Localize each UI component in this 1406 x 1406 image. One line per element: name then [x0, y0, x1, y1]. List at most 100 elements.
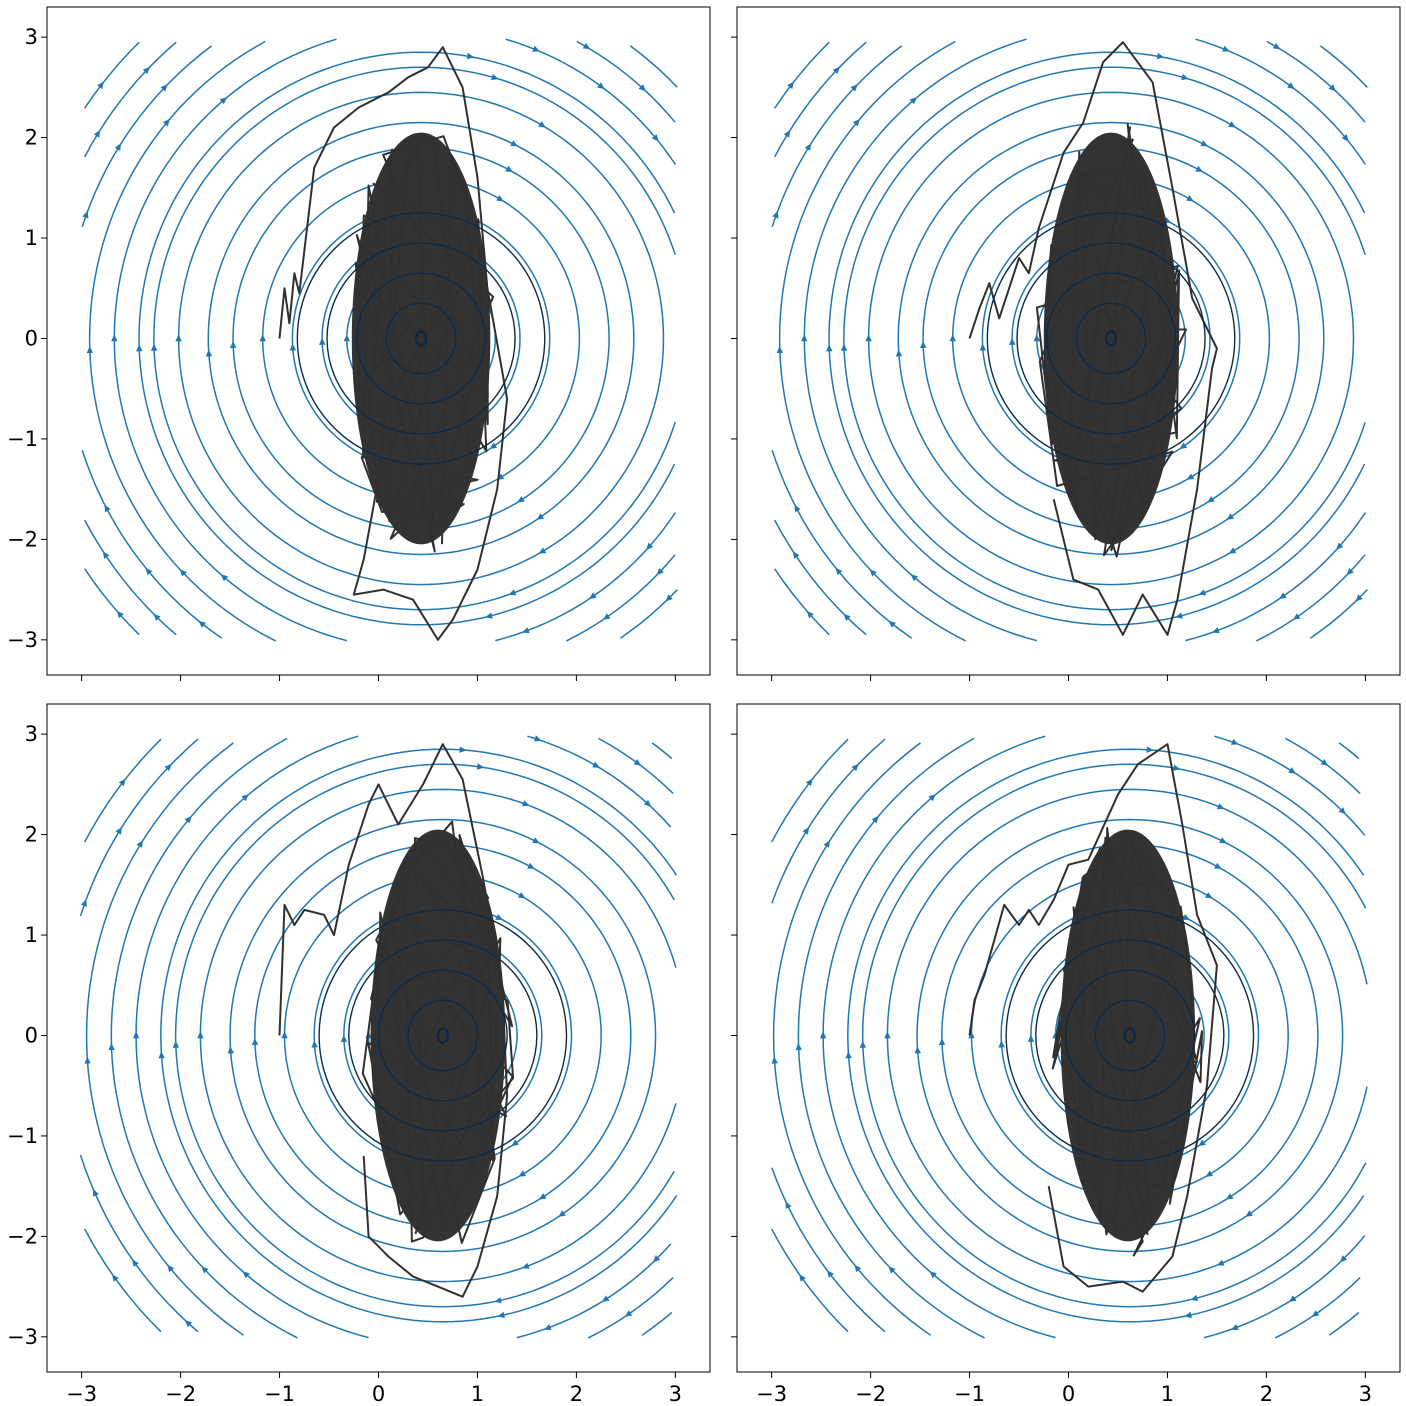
- streamline-arrow: [118, 778, 126, 787]
- streamline-arrow: [160, 84, 168, 92]
- panel-bottom-left: −3 −2 −1 0 1 2 3 −3 −2 −1 0 1 2 3: [7, 703, 711, 1406]
- streamline-arrow: [1228, 121, 1236, 128]
- streamline: [774, 41, 830, 109]
- streamline: [822, 735, 1056, 1339]
- streamline-arrow: [1190, 1294, 1198, 1302]
- inner-streamline: [1064, 969, 1195, 1102]
- trajectory-path: [278, 743, 509, 1298]
- inner-streamline: [1075, 302, 1147, 375]
- streamline: [1203, 1235, 1366, 1339]
- streamline-arrow: [1336, 542, 1344, 550]
- y-tick-label: 1: [25, 923, 38, 947]
- streamline-arrow: [795, 1043, 802, 1051]
- streamline-arrow: [136, 344, 143, 352]
- streamline-arrow: [227, 1046, 234, 1054]
- streamline: [160, 748, 678, 1323]
- streamline-arrow: [792, 551, 800, 559]
- streamline-arrow: [656, 568, 664, 576]
- plot-area: [770, 735, 1368, 1339]
- streamline: [81, 45, 213, 227]
- inner-streamline: [356, 272, 487, 405]
- x-tick-label: −2: [165, 1382, 196, 1406]
- streamline: [174, 763, 675, 1308]
- streamline-arrow: [601, 1295, 610, 1302]
- streamline-arrow: [840, 343, 848, 351]
- streamline-arrow: [1245, 1210, 1253, 1217]
- streamline-arrow: [1338, 807, 1346, 815]
- streamline-arrow: [1279, 592, 1287, 599]
- streamline-arrow: [1216, 803, 1225, 810]
- streamline-arrow: [1225, 1193, 1234, 1200]
- streamline-arrow: [589, 592, 597, 599]
- streamline-arrow: [1033, 334, 1040, 342]
- streamline-arrow: [175, 334, 182, 342]
- streamline-arrow: [1222, 45, 1230, 52]
- streamline-arrow: [153, 613, 161, 621]
- streamline-arrow: [771, 1056, 778, 1064]
- streamlines: [79, 735, 678, 1339]
- streamline: [516, 1243, 672, 1339]
- streamline-arrow: [1288, 767, 1296, 774]
- streamline-arrow: [86, 346, 93, 354]
- streamline-arrow: [532, 45, 540, 52]
- streamline: [79, 1154, 199, 1333]
- inner-streamline: [326, 242, 516, 435]
- y-tick-label: 0: [25, 326, 38, 350]
- streamline: [576, 40, 676, 123]
- streamline-arrow: [311, 1040, 318, 1048]
- streamline-arrow: [1009, 337, 1016, 345]
- streamline-arrow: [869, 569, 877, 577]
- streamline: [772, 742, 932, 1336]
- y-tick-label: −1: [7, 1124, 38, 1148]
- streamline-arrow: [819, 1031, 827, 1039]
- streamline-arrow: [826, 344, 833, 352]
- y-tick-label: −2: [7, 1224, 38, 1248]
- x-tick-label: 3: [1359, 1382, 1372, 1406]
- streamline-arrow: [521, 1262, 530, 1269]
- streamline-arrow: [827, 1270, 834, 1278]
- streamline-arrow: [1328, 84, 1336, 92]
- streamline: [88, 40, 277, 642]
- y-tick-label: 2: [25, 126, 38, 150]
- x-tick-label: 0: [1062, 1382, 1075, 1406]
- streamline-arrow: [1200, 140, 1209, 147]
- streamline: [922, 146, 1300, 531]
- streamline-arrow: [1156, 52, 1165, 60]
- streamline-arrow: [1186, 195, 1194, 202]
- streamline-arrow: [638, 84, 646, 92]
- inner-streamline: [377, 969, 508, 1102]
- streamline: [1195, 38, 1367, 165]
- streamline-arrow: [112, 1274, 119, 1282]
- streamline-arrow: [910, 574, 919, 582]
- trajectory-path: [968, 41, 1218, 636]
- streamline-arrow: [823, 840, 830, 848]
- plot-area: [79, 735, 678, 1339]
- streamline: [110, 737, 298, 1339]
- streamline: [1214, 735, 1366, 836]
- streamline: [207, 121, 635, 556]
- streamline-arrow: [115, 827, 122, 835]
- streamline-arrow: [979, 343, 987, 351]
- panel-top-right: [731, 6, 1401, 681]
- streamline-arrow: [888, 620, 896, 628]
- plot-area: [81, 38, 678, 642]
- streamline-arrow: [920, 341, 927, 349]
- streamline-arrow: [592, 761, 600, 768]
- streamline-arrow: [1287, 82, 1295, 90]
- streamline-arrow: [517, 496, 525, 503]
- trajectory-density: [351, 132, 491, 545]
- streamline-arrow: [82, 210, 89, 219]
- y-tick-label: 1: [25, 226, 38, 250]
- streamline-arrow: [1355, 594, 1363, 602]
- streamline-arrow: [495, 914, 503, 920]
- x-tick-label: −1: [264, 1382, 295, 1406]
- streamline-arrow: [806, 610, 814, 619]
- streamline-arrow: [1219, 837, 1227, 844]
- streamline-arrow: [1179, 442, 1188, 450]
- streamline-arrow: [251, 1038, 259, 1046]
- streamline-arrow: [914, 1046, 921, 1054]
- trajectory-fringe: [1051, 826, 1203, 1257]
- inner-streamline: [1035, 939, 1225, 1132]
- streamline: [981, 207, 1241, 470]
- streamline-arrow: [799, 1274, 806, 1282]
